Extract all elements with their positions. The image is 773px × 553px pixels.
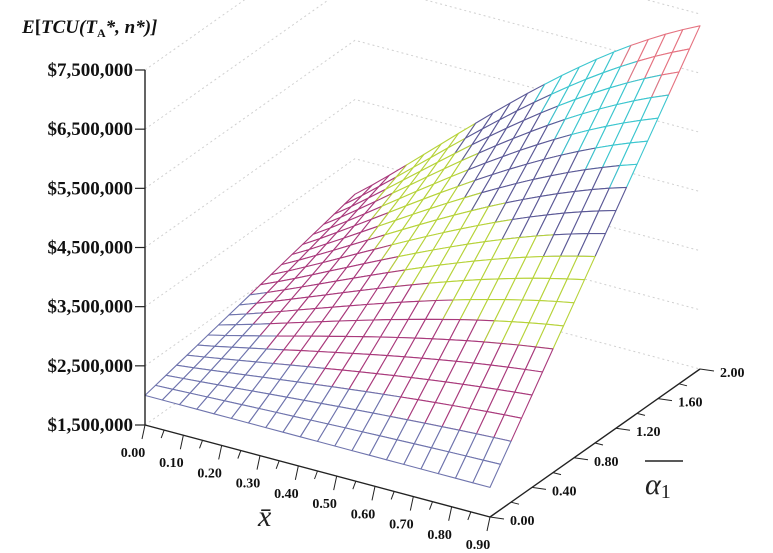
x-tick-mark (179, 435, 184, 450)
y-tick-label: 1.20 (636, 425, 661, 440)
y-tick-mark (636, 412, 646, 416)
x-tick-mark (256, 455, 261, 470)
x-tick-mark (448, 506, 453, 521)
y-tick-mark (678, 383, 688, 387)
x-tick-label: 0.80 (427, 528, 452, 543)
x-tick-label: 0.30 (236, 477, 261, 492)
surface-cell (472, 459, 502, 488)
z-tick-label: $3,500,000 (48, 297, 134, 318)
z-tick-label: $5,500,000 (48, 178, 134, 199)
y-tick-label: 0.80 (594, 455, 619, 470)
x-tick-mark (294, 465, 299, 480)
x-tick-label: 0.60 (351, 507, 376, 522)
x-tick-label: 0.50 (312, 497, 337, 512)
x-tick-mark (371, 486, 376, 501)
y-tick-label: 1.60 (678, 396, 703, 411)
x-tick-mark (141, 424, 146, 440)
y-tick-label: 0.40 (552, 484, 577, 499)
y-tick-mark (573, 457, 589, 461)
z-tick-label: $6,500,000 (48, 119, 134, 140)
z-gridline (144, 39, 701, 189)
x-tick-mark (429, 501, 433, 510)
y-tick-mark (531, 486, 547, 490)
x-tick-mark (409, 496, 414, 511)
y-tick-mark (657, 398, 673, 402)
z-tick-label: $7,500,000 (48, 60, 134, 81)
x-tick-mark (237, 450, 242, 459)
x-tick-mark (333, 476, 338, 491)
z-axis-title: E[TCU(TA*, n*)] (21, 17, 157, 40)
x-tick-mark (486, 516, 491, 532)
z-tick-label: $4,500,000 (48, 238, 134, 259)
x-tick-mark (275, 460, 280, 469)
x-tick-label: 0.40 (274, 487, 299, 502)
x-tick-mark (390, 491, 395, 500)
x-tick-label: 0.70 (389, 518, 414, 533)
y-tick-mark (615, 427, 631, 431)
tick-labels: $1,500,000 $2,500,000 $3,500,000 $4,500,000… (48, 60, 745, 553)
svg-text:α1: α1 (645, 468, 671, 503)
z-gridline (144, 0, 701, 71)
x-tick-mark (467, 511, 472, 521)
x-tick-label: 0.00 (121, 446, 146, 461)
z-gridline (144, 98, 701, 248)
z-gridline (144, 158, 701, 308)
z-tick-label: $2,500,000 (48, 356, 134, 377)
y-tick-label: 2.00 (720, 366, 745, 381)
x-tick-label: 0.90 (466, 538, 491, 553)
y-tick-mark (594, 442, 604, 446)
x-axis-title: x̄ (257, 500, 272, 533)
z-gridline (144, 0, 701, 130)
axes (135, 69, 715, 532)
surface-mesh (144, 25, 701, 488)
y-axis-title: α1 (645, 460, 683, 503)
y-tick-mark (510, 501, 520, 505)
x-tick-mark (218, 445, 223, 460)
x-tick-mark (314, 470, 318, 480)
z-tick-label: $1,500,000 (48, 415, 134, 436)
x-tick-mark (352, 481, 357, 490)
x-tick-mark (199, 440, 203, 449)
x-tick-label: 0.10 (159, 456, 184, 471)
y-tick-mark (552, 472, 562, 476)
y-tick-mark (699, 368, 715, 372)
x-tick-label: 0.20 (197, 466, 222, 481)
x-tick-mark (160, 429, 165, 439)
y-tick-label: 0.00 (510, 514, 535, 529)
y-tick-mark (489, 516, 505, 520)
